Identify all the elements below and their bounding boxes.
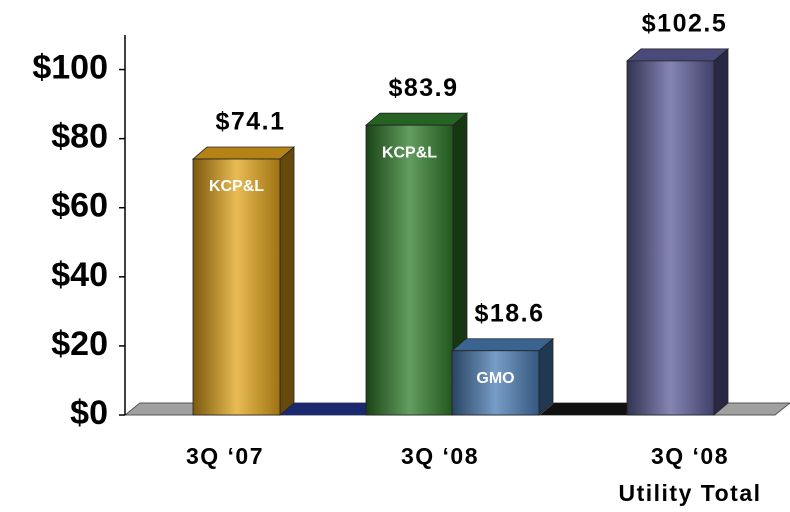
bar <box>365 124 454 416</box>
bar-label: KCP&L <box>382 144 437 161</box>
x-tick-label: 3Q ‘07 <box>186 443 264 469</box>
value-label: $102.5 <box>642 10 727 38</box>
bar-side <box>279 146 295 416</box>
bar <box>451 350 540 416</box>
bar <box>626 60 715 416</box>
x-tick-label: 3Q ‘08 <box>651 443 729 469</box>
bar-top <box>364 112 469 126</box>
bar-label: GMO <box>476 370 514 387</box>
bar-side <box>713 48 729 416</box>
x-tick-label: 3Q ‘08 <box>401 443 479 469</box>
y-tick-label: $0 <box>70 394 108 432</box>
floor-shadow <box>540 403 641 415</box>
bar <box>192 158 281 416</box>
value-label: $83.9 <box>388 74 458 102</box>
bar-top <box>191 146 296 160</box>
value-label: $74.1 <box>215 108 285 136</box>
floor-shadow <box>280 403 380 415</box>
bar-top <box>450 338 555 352</box>
y-tick-label: $40 <box>51 256 108 294</box>
x-tick-label: Utility Total <box>618 480 761 506</box>
bar-label: KCP&L <box>209 178 264 195</box>
y-tick-label: $100 <box>32 49 108 87</box>
y-tick-label: $20 <box>51 325 108 363</box>
y-tick-label: $60 <box>51 187 108 225</box>
bar-top <box>625 48 730 62</box>
bar-side <box>538 337 554 416</box>
value-label: $18.6 <box>474 299 544 327</box>
y-tick-label: $80 <box>51 118 108 156</box>
